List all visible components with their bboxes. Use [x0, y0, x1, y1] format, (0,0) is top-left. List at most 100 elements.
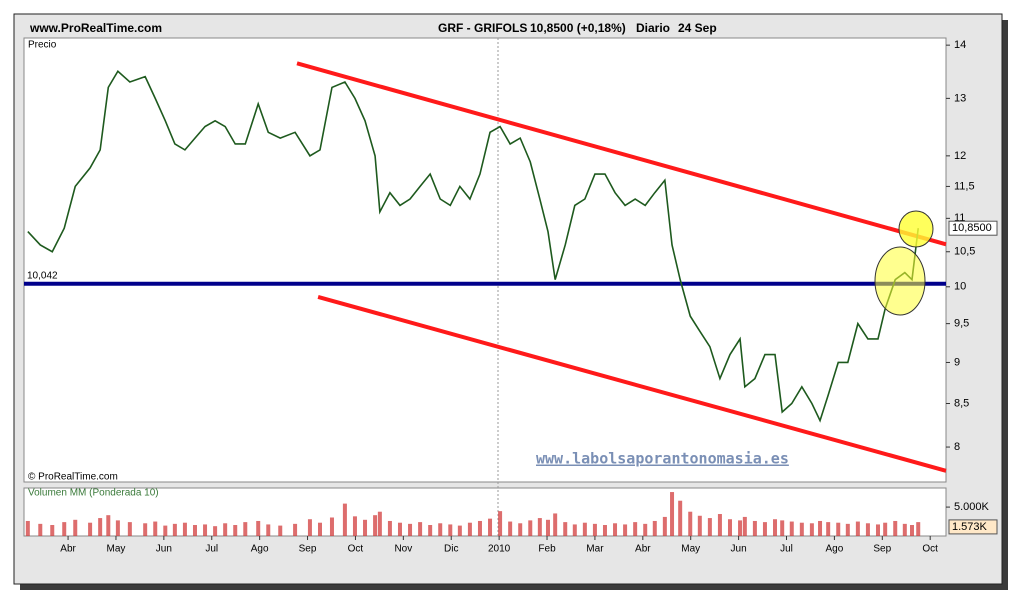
volume-bar	[127, 522, 132, 536]
y-tick-label: 5.000K	[954, 501, 990, 513]
y-tick-label: 10	[954, 281, 966, 293]
volume-bar	[25, 520, 30, 536]
volume-bar	[727, 519, 732, 536]
volume-bar	[317, 522, 322, 536]
volume-bar	[408, 523, 413, 536]
volume-bar	[762, 522, 767, 536]
date: 24 Sep	[678, 21, 717, 35]
volume-bar	[73, 519, 78, 536]
volume-bar	[62, 522, 67, 536]
volume-bar	[182, 522, 187, 536]
volume-bar	[865, 523, 870, 536]
volume-bar	[773, 519, 778, 536]
volume-bar	[855, 521, 860, 536]
volume-bar	[818, 520, 823, 536]
volume-bar	[738, 520, 743, 536]
volume-bar	[742, 516, 747, 536]
volume-bar	[883, 522, 888, 536]
volume-bar	[553, 513, 558, 536]
last-value-box	[948, 220, 998, 236]
volume-bar	[633, 522, 638, 536]
volume-bar	[916, 522, 921, 536]
volume-bar	[467, 522, 472, 536]
volume-bar	[688, 511, 693, 536]
volume-bar	[875, 524, 880, 536]
x-tick-label: 2010	[488, 544, 511, 555]
x-tick-label: Sep	[299, 544, 317, 555]
volume-bar	[537, 518, 542, 536]
highlight-circle	[898, 210, 934, 248]
x-tick-label: Dic	[444, 544, 458, 555]
volume-bar	[545, 519, 550, 536]
y-tick-label: 8	[954, 441, 960, 453]
volume-bar	[518, 523, 523, 536]
volume-bar	[88, 522, 93, 536]
x-tick-label: Mar	[586, 544, 604, 555]
volume-bar	[592, 523, 597, 536]
last-value-label: 10,8500	[952, 222, 992, 234]
volume-bar	[342, 503, 347, 536]
volume-bar	[809, 523, 814, 536]
volume-bar	[826, 522, 831, 536]
support-label: 10,042	[27, 270, 58, 281]
volume-bar	[528, 520, 533, 536]
period: Diario	[636, 21, 670, 35]
y-tick-label: 14	[954, 39, 966, 51]
volume-bar	[662, 516, 667, 536]
volume-bar	[352, 516, 357, 536]
last-value-label: 1.573K	[952, 521, 988, 533]
volume-bar	[213, 526, 218, 536]
volume-bar	[192, 525, 197, 536]
site: www.ProRealTime.com	[29, 21, 162, 35]
plot-layer: 14 13 12 11,5 11 10,5 10 9,5 9 8,5 8 10,042 10,8500 5…	[24, 39, 998, 555]
volume-bar	[329, 517, 334, 536]
volume-bar	[563, 522, 568, 536]
volume-bar	[670, 492, 675, 536]
x-tick-label: Abr	[635, 544, 651, 555]
volume-bar	[893, 520, 898, 536]
volume-bar	[602, 525, 607, 536]
volume-bar	[678, 500, 683, 536]
volume-bar	[477, 520, 482, 536]
volume-bar	[172, 523, 177, 536]
y-tick-label: 10,5	[954, 246, 975, 258]
volume-bar	[613, 523, 618, 536]
volume-bar	[256, 520, 261, 536]
volume-bar	[836, 522, 841, 536]
trendline	[317, 294, 947, 473]
volume-bar	[845, 523, 850, 536]
y-tick-label: 9	[954, 356, 960, 368]
volume-bar	[438, 523, 443, 536]
volume-bar	[223, 523, 228, 536]
volume-bar	[50, 525, 55, 536]
volume-bar	[799, 522, 804, 536]
x-tick-label: May	[681, 544, 700, 555]
volume-bar	[293, 523, 298, 536]
volume-bar	[457, 525, 462, 536]
volume-bar	[98, 518, 103, 536]
volume-bar	[363, 519, 368, 536]
x-tick-label: Sep	[873, 544, 891, 555]
volume-bar	[498, 511, 503, 536]
volume-bar	[572, 524, 577, 536]
volume-bar	[428, 525, 433, 536]
y-tick-label: 9,5	[954, 318, 969, 330]
price-panel	[23, 37, 947, 483]
price-label: Precio	[28, 40, 57, 51]
volume-bar	[266, 524, 271, 536]
volume-bar	[418, 522, 423, 536]
volume-bar	[278, 525, 283, 536]
y-tick-label: 13	[954, 92, 966, 104]
x-tick-label: Nov	[394, 544, 412, 555]
price-line	[27, 70, 920, 423]
x-tick-label: Feb	[538, 544, 556, 555]
volume-bar	[203, 524, 208, 536]
trendline	[296, 61, 947, 247]
volume-panel	[23, 487, 947, 537]
x-tick-label: Jun	[156, 544, 172, 555]
volume-bar	[582, 522, 587, 536]
credit: © ProRealTime.com	[28, 472, 118, 483]
volume-bar	[902, 523, 907, 536]
volume-bar	[106, 515, 111, 536]
